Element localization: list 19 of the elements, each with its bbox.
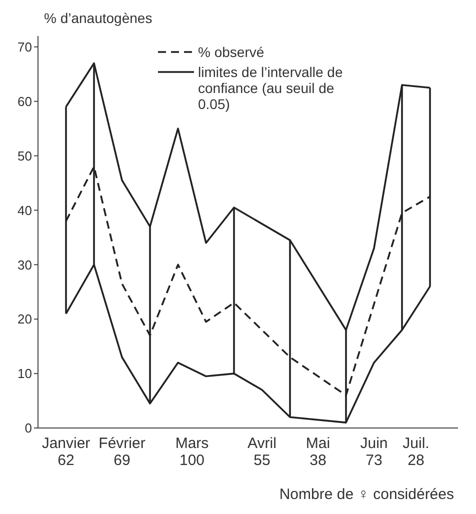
y-tick-label: 0 — [24, 420, 32, 436]
x-axis-title: Nombre de ♀ considérées — [279, 486, 454, 503]
y-tick-label: 30 — [18, 257, 32, 272]
y-tick-label: 60 — [18, 94, 32, 109]
y-tick-label: 50 — [18, 148, 32, 164]
x-tick-label: Février 69 — [98, 435, 146, 469]
x-tick-label: Janvier 62 — [42, 435, 90, 469]
x-tick-label: Avril 55 — [248, 435, 276, 469]
legend-label: % observé — [198, 44, 264, 60]
y-axis-title: % d’anautogènes — [44, 10, 152, 26]
y-tick-label: 70 — [18, 40, 32, 55]
x-tick-label: Mai 38 — [306, 435, 330, 469]
x-tick-label: Juil. 28 — [402, 435, 430, 469]
y-tick-label: 20 — [18, 312, 32, 327]
x-tick-label: Juin 73 — [360, 435, 388, 469]
x-tick-label: Mars 100 — [175, 435, 209, 469]
y-tick-label: 40 — [18, 202, 32, 218]
y-tick-label: 10 — [18, 366, 32, 382]
legend-label: limites de l’intervalle de confiance (au seuil de 0.05) — [198, 64, 344, 112]
